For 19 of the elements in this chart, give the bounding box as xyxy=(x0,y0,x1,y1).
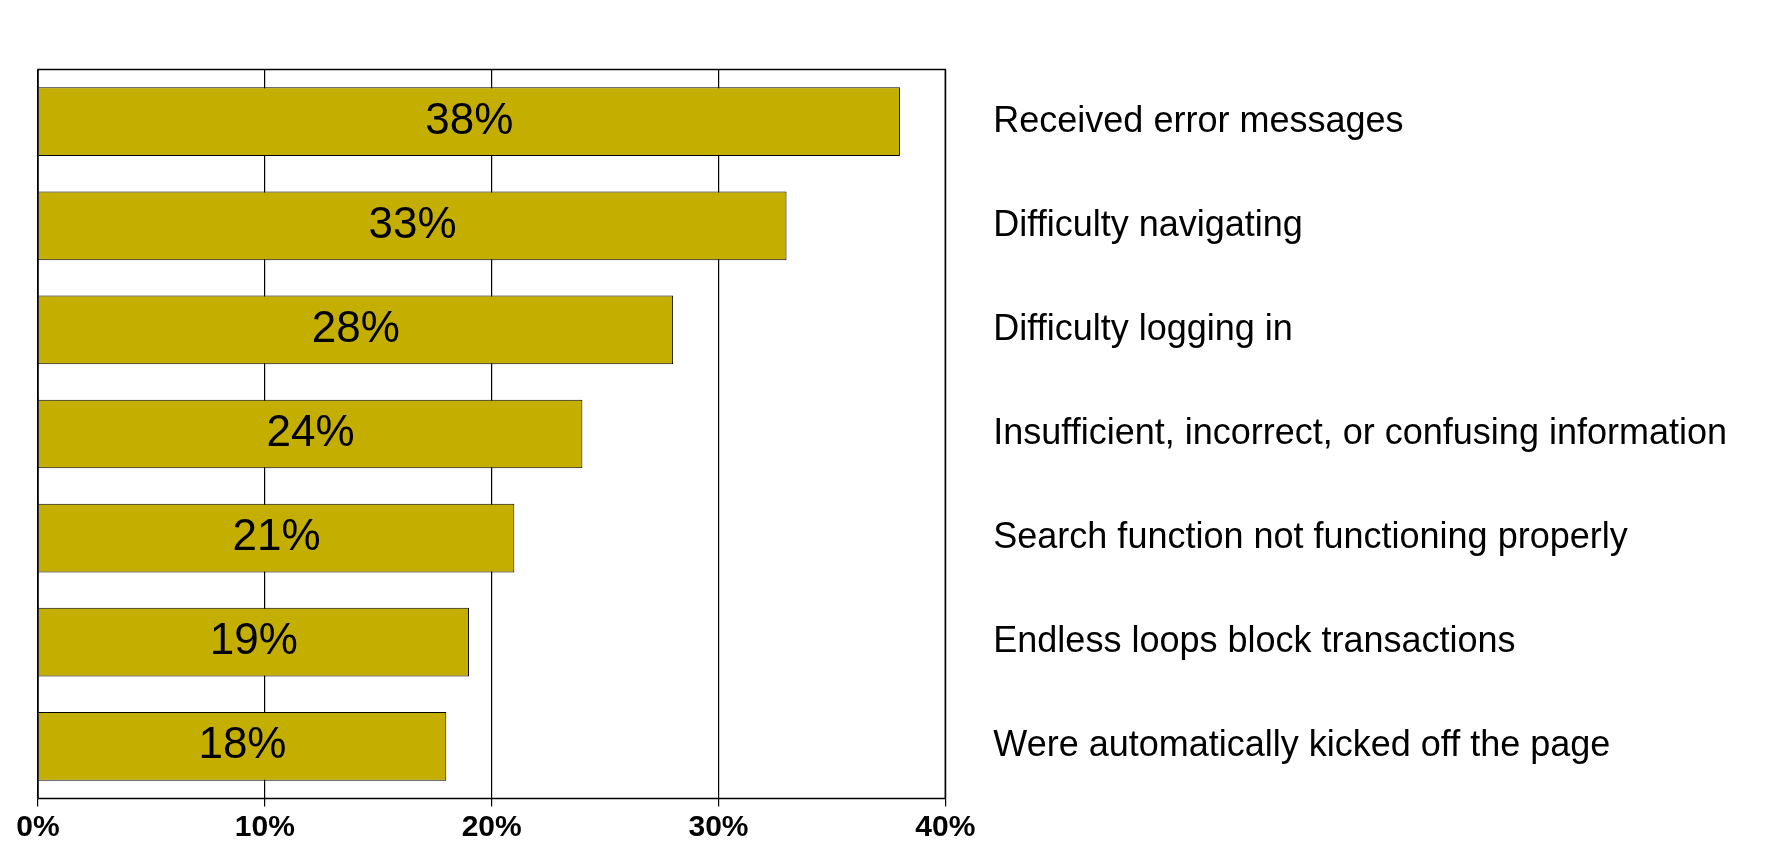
data-label: 38% xyxy=(425,93,514,143)
x-tick-label: 0% xyxy=(16,808,60,842)
x-tick-label: 40% xyxy=(915,808,976,842)
x-tick-label: 20% xyxy=(461,808,522,842)
data-label: 28% xyxy=(311,302,400,352)
data-label: 24% xyxy=(266,406,355,456)
y-tick-label: Search function not functioning properly xyxy=(993,515,1628,557)
x-tick-label: 30% xyxy=(688,808,749,842)
y-tick-label: Insufficient, incorrect, or confusing information xyxy=(993,410,1728,452)
y-tick-label: Difficulty logging in xyxy=(993,306,1293,348)
data-label: 21% xyxy=(232,510,321,560)
y-tick-label: Received error messages xyxy=(993,98,1404,140)
data-label: 18% xyxy=(198,718,287,768)
y-tick-label: Were automatically kicked off the page xyxy=(993,723,1611,765)
data-label: 19% xyxy=(209,614,298,664)
y-tick-label: Endless loops block transactions xyxy=(993,619,1516,661)
data-label: 33% xyxy=(368,197,457,247)
y-tick-label: Difficulty navigating xyxy=(993,202,1303,244)
x-tick-label: 10% xyxy=(234,808,295,842)
